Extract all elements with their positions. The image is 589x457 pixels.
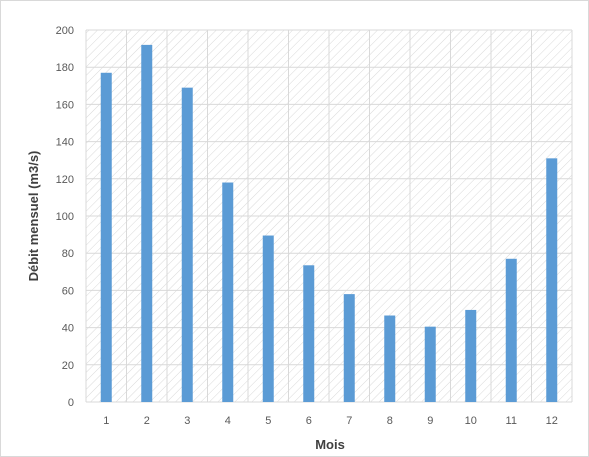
bar-month-1 [100, 72, 112, 402]
x-tick-label: 10 [465, 415, 477, 427]
bar-month-11 [505, 258, 517, 402]
x-tick-label: 9 [427, 415, 433, 427]
x-tick-label: 8 [387, 415, 393, 427]
bar-month-8 [384, 315, 396, 402]
x-tick-label: 2 [144, 415, 150, 427]
y-tick-label: 120 [56, 174, 74, 186]
x-tick-label: 12 [546, 415, 558, 427]
y-tick-label: 160 [56, 99, 74, 111]
y-tick-label: 180 [56, 62, 74, 74]
x-tick-label: 7 [346, 415, 352, 427]
x-axis-ticks: 1 2 3 4 5 6 7 8 9 10 11 12 [103, 415, 558, 427]
bar-month-3 [181, 87, 193, 402]
bar-month-9 [424, 326, 436, 402]
y-tick-label: 100 [56, 211, 74, 223]
bar-month-10 [465, 309, 477, 402]
x-tick-label: 4 [225, 415, 231, 427]
bar-month-12 [546, 158, 558, 402]
gridlines [85, 29, 573, 403]
bars [100, 44, 558, 402]
y-tick-label: 20 [62, 360, 74, 372]
y-tick-label: 60 [62, 285, 74, 297]
x-tick-label: 1 [103, 415, 109, 427]
y-tick-label: 140 [56, 137, 74, 149]
x-tick-label: 3 [184, 415, 190, 427]
x-tick-label: 5 [265, 415, 271, 427]
y-axis-title: Débit mensuel (m3/s) [26, 151, 41, 282]
y-axis-ticks: 0 20 40 60 80 100 120 140 160 180 200 [56, 25, 74, 409]
bar-month-4 [222, 182, 234, 402]
y-tick-label: 40 [62, 323, 74, 335]
bar-month-7 [343, 294, 355, 402]
x-axis-title: Mois [315, 437, 345, 452]
x-tick-label: 6 [306, 415, 312, 427]
bar-month-2 [141, 44, 153, 402]
bar-month-6 [303, 265, 315, 402]
y-tick-label: 80 [62, 248, 74, 260]
y-tick-label: 0 [68, 397, 74, 409]
bar-month-5 [262, 235, 274, 402]
y-tick-label: 200 [56, 25, 74, 37]
x-tick-label: 11 [506, 415, 517, 427]
